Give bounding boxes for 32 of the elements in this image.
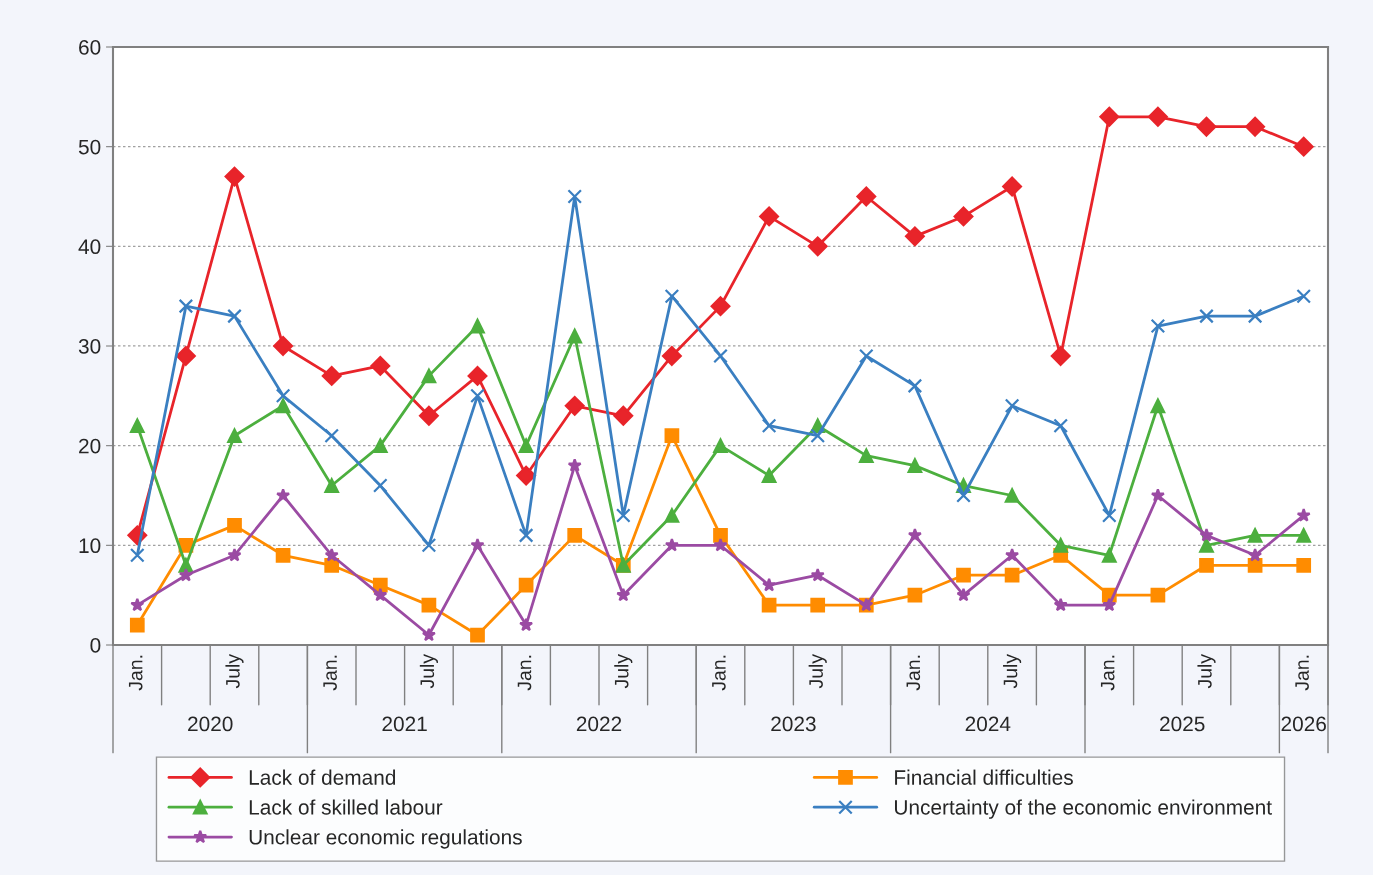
y-tick-label: 40 <box>78 239 101 255</box>
x-tick-label: July <box>1197 654 1216 689</box>
y-tick-label: 10 <box>79 538 101 554</box>
y-tick-label: 30 <box>78 339 101 354</box>
text: 2021 <box>382 716 427 732</box>
y-tick-label: 0 <box>90 638 101 653</box>
legend-label: Unclear economic regulations <box>249 829 522 849</box>
text: 2022 <box>576 716 622 732</box>
y-tick-label: 20 <box>79 438 101 454</box>
legend-label: Uncertainty of the economic environment <box>895 799 1272 819</box>
x-tick-label: July <box>225 654 244 689</box>
text: 2023 <box>771 716 816 732</box>
text: 2020 <box>188 716 233 732</box>
x-tick-label: Jan. <box>906 655 921 691</box>
legend-label: Financial difficulties <box>895 769 1073 785</box>
x-tick-label: Jan. <box>517 655 532 691</box>
x-tick-label: Jan. <box>323 655 337 691</box>
legend-label: Lack of demand <box>249 769 396 785</box>
y-tick-label: 60 <box>79 40 101 55</box>
x-tick-label: Jan. <box>1295 655 1309 691</box>
x-tick-label: Jan. <box>712 655 726 691</box>
x-tick-label: July <box>1003 654 1022 689</box>
legend-label: Lack of skilled labour <box>249 799 443 815</box>
x-tick-label: Jan. <box>128 655 143 691</box>
y-tick-label: 50 <box>78 139 101 155</box>
x-tick-label: July <box>614 654 633 689</box>
x-tick-label: July <box>808 654 827 689</box>
text: 2024 <box>965 716 1011 732</box>
x-tick-label: Jan. <box>1100 655 1115 691</box>
text: 2025 <box>1160 716 1205 732</box>
x-tick-label: July <box>419 654 438 689</box>
text: 2026 <box>1281 716 1326 732</box>
